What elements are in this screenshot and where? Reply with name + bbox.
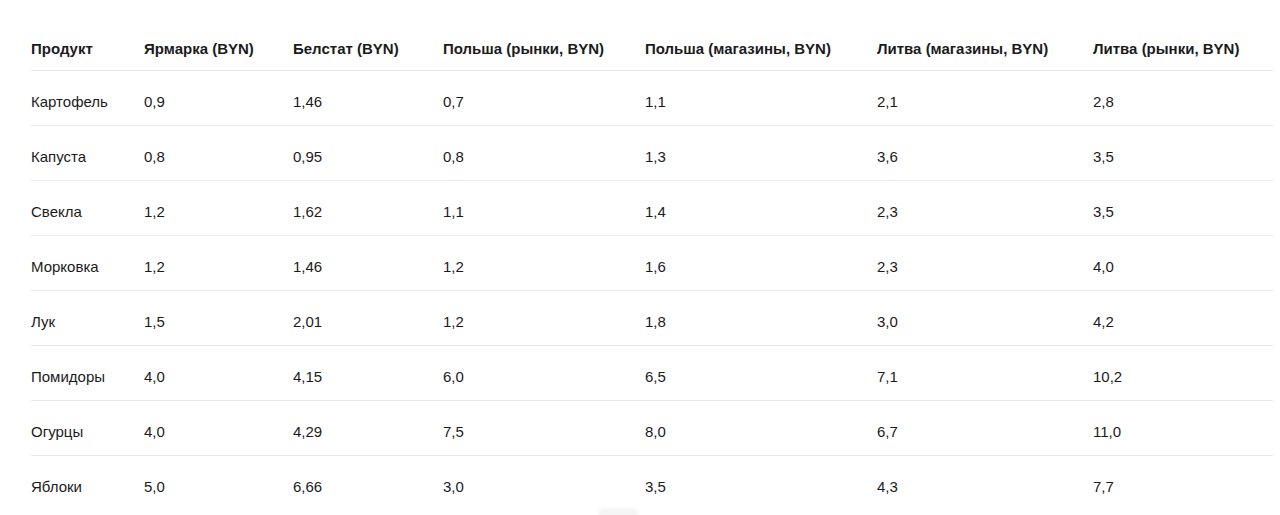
price-cell-poland_shops: 1,3: [645, 126, 877, 181]
table-row: Яблоки5,06,663,03,54,37,7: [31, 456, 1273, 511]
price-cell-lithuania_shops: 2,3: [877, 181, 1093, 236]
product-name-cell: Помидоры: [31, 346, 144, 401]
price-cell-lithuania_shops: 3,0: [877, 291, 1093, 346]
price-cell-poland_shops: 1,8: [645, 291, 877, 346]
price-cell-lithuania_markets: 3,5: [1093, 181, 1273, 236]
price-cell-belstat: 1,46: [293, 236, 443, 291]
price-cell-yarmarka: 1,5: [144, 291, 293, 346]
price-cell-lithuania_shops: 3,6: [877, 126, 1093, 181]
product-name-cell: Свекла: [31, 181, 144, 236]
price-comparison-table: ПродуктЯрмарка (BYN)Белстат (BYN)Польша …: [31, 0, 1273, 510]
column-header-lithuania_shops: Литва (магазины, BYN): [877, 0, 1093, 71]
price-cell-belstat: 1,62: [293, 181, 443, 236]
price-cell-yarmarka: 1,2: [144, 181, 293, 236]
table-row: Картофель0,91,460,71,12,12,8: [31, 71, 1273, 126]
product-name-cell: Капуста: [31, 126, 144, 181]
price-cell-lithuania_markets: 11,0: [1093, 401, 1273, 456]
price-cell-yarmarka: 0,9: [144, 71, 293, 126]
price-cell-lithuania_shops: 2,1: [877, 71, 1093, 126]
price-cell-yarmarka: 4,0: [144, 346, 293, 401]
product-name-cell: Яблоки: [31, 456, 144, 511]
table-row: Огурцы4,04,297,58,06,711,0: [31, 401, 1273, 456]
bottom-edge-artifact: [598, 508, 638, 515]
product-name-cell: Картофель: [31, 71, 144, 126]
price-cell-lithuania_shops: 4,3: [877, 456, 1093, 511]
column-header-belstat: Белстат (BYN): [293, 0, 443, 71]
table-row: Лук1,52,011,21,83,04,2: [31, 291, 1273, 346]
price-cell-poland_markets: 1,2: [443, 291, 645, 346]
price-cell-poland_markets: 3,0: [443, 456, 645, 511]
product-name-cell: Огурцы: [31, 401, 144, 456]
price-cell-lithuania_markets: 4,0: [1093, 236, 1273, 291]
column-header-poland_markets: Польша (рынки, BYN): [443, 0, 645, 71]
price-cell-lithuania_markets: 3,5: [1093, 126, 1273, 181]
price-cell-yarmarka: 5,0: [144, 456, 293, 511]
price-cell-belstat: 6,66: [293, 456, 443, 511]
price-cell-belstat: 1,46: [293, 71, 443, 126]
price-cell-belstat: 2,01: [293, 291, 443, 346]
table-header-row: ПродуктЯрмарка (BYN)Белстат (BYN)Польша …: [31, 0, 1273, 71]
price-cell-lithuania_shops: 6,7: [877, 401, 1093, 456]
price-cell-poland_markets: 0,8: [443, 126, 645, 181]
table-row: Морковка1,21,461,21,62,34,0: [31, 236, 1273, 291]
price-cell-belstat: 4,15: [293, 346, 443, 401]
price-cell-poland_shops: 1,4: [645, 181, 877, 236]
table-body: Картофель0,91,460,71,12,12,8Капуста0,80,…: [31, 71, 1273, 511]
price-cell-poland_shops: 3,5: [645, 456, 877, 511]
price-cell-lithuania_markets: 2,8: [1093, 71, 1273, 126]
column-header-yarmarka: Ярмарка (BYN): [144, 0, 293, 71]
table-row: Капуста0,80,950,81,33,63,5: [31, 126, 1273, 181]
price-cell-poland_markets: 1,1: [443, 181, 645, 236]
price-cell-yarmarka: 0,8: [144, 126, 293, 181]
price-cell-poland_markets: 0,7: [443, 71, 645, 126]
price-cell-yarmarka: 1,2: [144, 236, 293, 291]
column-header-lithuania_markets: Литва (рынки, BYN): [1093, 0, 1273, 71]
product-name-cell: Лук: [31, 291, 144, 346]
price-cell-belstat: 4,29: [293, 401, 443, 456]
price-cell-yarmarka: 4,0: [144, 401, 293, 456]
price-cell-poland_markets: 6,0: [443, 346, 645, 401]
product-name-cell: Морковка: [31, 236, 144, 291]
price-cell-lithuania_markets: 10,2: [1093, 346, 1273, 401]
price-cell-poland_shops: 1,1: [645, 71, 877, 126]
table-header: ПродуктЯрмарка (BYN)Белстат (BYN)Польша …: [31, 0, 1273, 71]
price-cell-lithuania_shops: 2,3: [877, 236, 1093, 291]
column-header-poland_shops: Польша (магазины, BYN): [645, 0, 877, 71]
price-cell-poland_markets: 7,5: [443, 401, 645, 456]
price-cell-poland_shops: 1,6: [645, 236, 877, 291]
price-table-container: ПродуктЯрмарка (BYN)Белстат (BYN)Польша …: [0, 0, 1280, 510]
table-row: Свекла1,21,621,11,42,33,5: [31, 181, 1273, 236]
price-cell-lithuania_markets: 4,2: [1093, 291, 1273, 346]
price-cell-lithuania_markets: 7,7: [1093, 456, 1273, 511]
price-cell-belstat: 0,95: [293, 126, 443, 181]
table-row: Помидоры4,04,156,06,57,110,2: [31, 346, 1273, 401]
price-cell-poland_markets: 1,2: [443, 236, 645, 291]
price-cell-lithuania_shops: 7,1: [877, 346, 1093, 401]
price-cell-poland_shops: 8,0: [645, 401, 877, 456]
column-header-product: Продукт: [31, 0, 144, 71]
price-cell-poland_shops: 6,5: [645, 346, 877, 401]
